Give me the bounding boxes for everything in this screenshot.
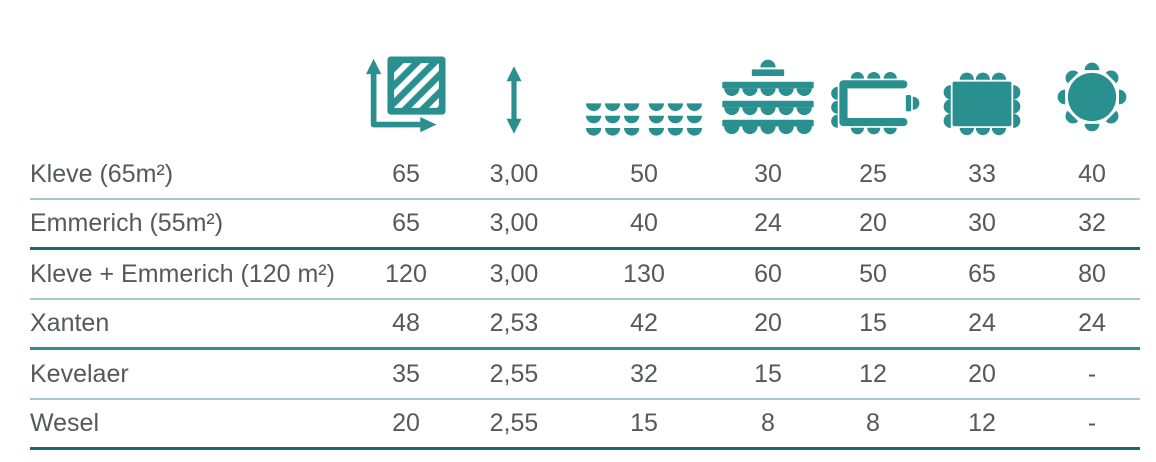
- ushape-capacity: 15: [859, 309, 887, 337]
- height-value: 3,00: [489, 259, 539, 288]
- table-row: Emmerich (55m²) 65 3,00 40 24 20 30 32: [30, 200, 1140, 250]
- block-capacity: 33: [968, 159, 996, 188]
- block-capacity: 20: [968, 359, 996, 388]
- room-name-column-header: [30, 0, 362, 150]
- area-icon: [366, 56, 446, 133]
- banquet-capacity: 32: [1078, 209, 1106, 237]
- height-icon: [506, 66, 522, 134]
- room-name: Wesel: [30, 409, 100, 437]
- round-table-seating-icon: [1057, 62, 1127, 132]
- classroom-capacity: 15: [754, 359, 782, 388]
- theater-capacity: 15: [630, 409, 658, 437]
- banquet-capacity: -: [1087, 409, 1097, 437]
- room-name: Xanten: [30, 309, 110, 337]
- banquet-column-header: [1044, 0, 1140, 150]
- banquet-capacity: 80: [1078, 259, 1106, 288]
- area-value: 120: [385, 259, 427, 288]
- table-body: Kleve (65m²) 65 3,00 50 30 25 33 40 Emme…: [0, 150, 1156, 450]
- theater-capacity: 130: [623, 259, 665, 288]
- block-column-header: [920, 0, 1044, 150]
- classroom-capacity: 60: [754, 259, 782, 288]
- room-name: Emmerich (55m²): [30, 209, 224, 237]
- room-name: Kevelaer: [30, 359, 129, 388]
- table-row: Xanten 48 2,53 42 20 15 24 24: [30, 300, 1140, 350]
- block-capacity: 65: [968, 259, 996, 288]
- block-seating-icon: [943, 72, 1021, 136]
- table-row: Kleve (65m²) 65 3,00 50 30 25 33 40: [30, 150, 1140, 200]
- height-value: 3,00: [489, 209, 539, 237]
- block-capacity: 30: [968, 209, 996, 237]
- classroom-seating-icon: [722, 59, 814, 135]
- theater-capacity: 40: [630, 209, 658, 237]
- area-value: 65: [392, 209, 420, 237]
- height-value: 2,55: [489, 409, 539, 437]
- room-name: Kleve + Emmerich (120 m²): [30, 259, 335, 288]
- ushape-capacity: 25: [859, 159, 887, 188]
- classroom-capacity: 30: [754, 159, 782, 188]
- height-value: 2,53: [489, 309, 539, 337]
- theater-capacity: 32: [630, 359, 658, 388]
- height-column-header: [450, 0, 578, 150]
- classroom-capacity: 8: [761, 409, 775, 437]
- classroom-capacity: 20: [754, 309, 782, 337]
- height-value: 3,00: [489, 159, 539, 188]
- theater-capacity: 50: [630, 159, 658, 188]
- area-value: 48: [392, 309, 420, 337]
- theater-column-header: [578, 0, 710, 150]
- table-row: Kleve + Emmerich (120 m²) 120 3,00 130 6…: [30, 250, 1140, 300]
- ushape-capacity: 50: [859, 259, 887, 288]
- area-value: 35: [392, 359, 420, 388]
- area-value: 20: [392, 409, 420, 437]
- height-value: 2,55: [489, 359, 539, 388]
- table-row: Kevelaer 35 2,55 32 15 12 20 -: [30, 350, 1140, 400]
- table-header: [30, 0, 1140, 150]
- block-capacity: 12: [968, 409, 996, 437]
- ushape-capacity: 20: [859, 209, 887, 237]
- block-capacity: 24: [968, 309, 996, 337]
- classroom-column-header: [710, 0, 826, 150]
- room-capacity-table: Kleve (65m²) 65 3,00 50 30 25 33 40 Emme…: [0, 0, 1156, 450]
- ushape-column-header: [826, 0, 920, 150]
- ushape-capacity: 8: [866, 409, 880, 437]
- u-shape-seating-icon: [831, 72, 920, 135]
- banquet-capacity: 24: [1078, 309, 1106, 337]
- banquet-capacity: 40: [1078, 159, 1106, 188]
- classroom-capacity: 24: [754, 209, 782, 237]
- banquet-capacity: -: [1087, 359, 1097, 388]
- theater-capacity: 42: [630, 309, 658, 337]
- room-name: Kleve (65m²): [30, 159, 174, 188]
- ushape-capacity: 12: [859, 359, 887, 388]
- area-column-header: [362, 0, 450, 150]
- theater-seating-icon: [586, 103, 702, 136]
- area-value: 65: [392, 159, 420, 188]
- table-row: Wesel 20 2,55 15 8 8 12 -: [30, 400, 1140, 450]
